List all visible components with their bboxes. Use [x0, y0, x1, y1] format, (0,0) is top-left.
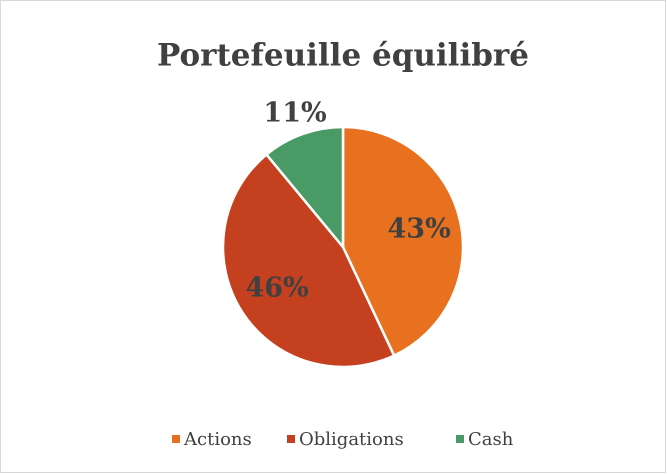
- data-label: 46%: [246, 272, 309, 303]
- legend-label: Obligations: [299, 429, 404, 450]
- legend-label: Actions: [183, 429, 252, 450]
- data-label: 11%: [263, 97, 326, 128]
- pie-slice: [264, 125, 345, 251]
- legend-swatch: [456, 435, 464, 443]
- legend-label: Cash: [468, 429, 514, 450]
- legend-swatch: [172, 435, 180, 443]
- chart-title: Portefeuille équilibré: [157, 38, 529, 74]
- legend-swatch: [287, 435, 295, 443]
- data-label: 43%: [388, 213, 451, 244]
- pie-slice: [341, 125, 465, 358]
- pie-slice: [221, 152, 396, 369]
